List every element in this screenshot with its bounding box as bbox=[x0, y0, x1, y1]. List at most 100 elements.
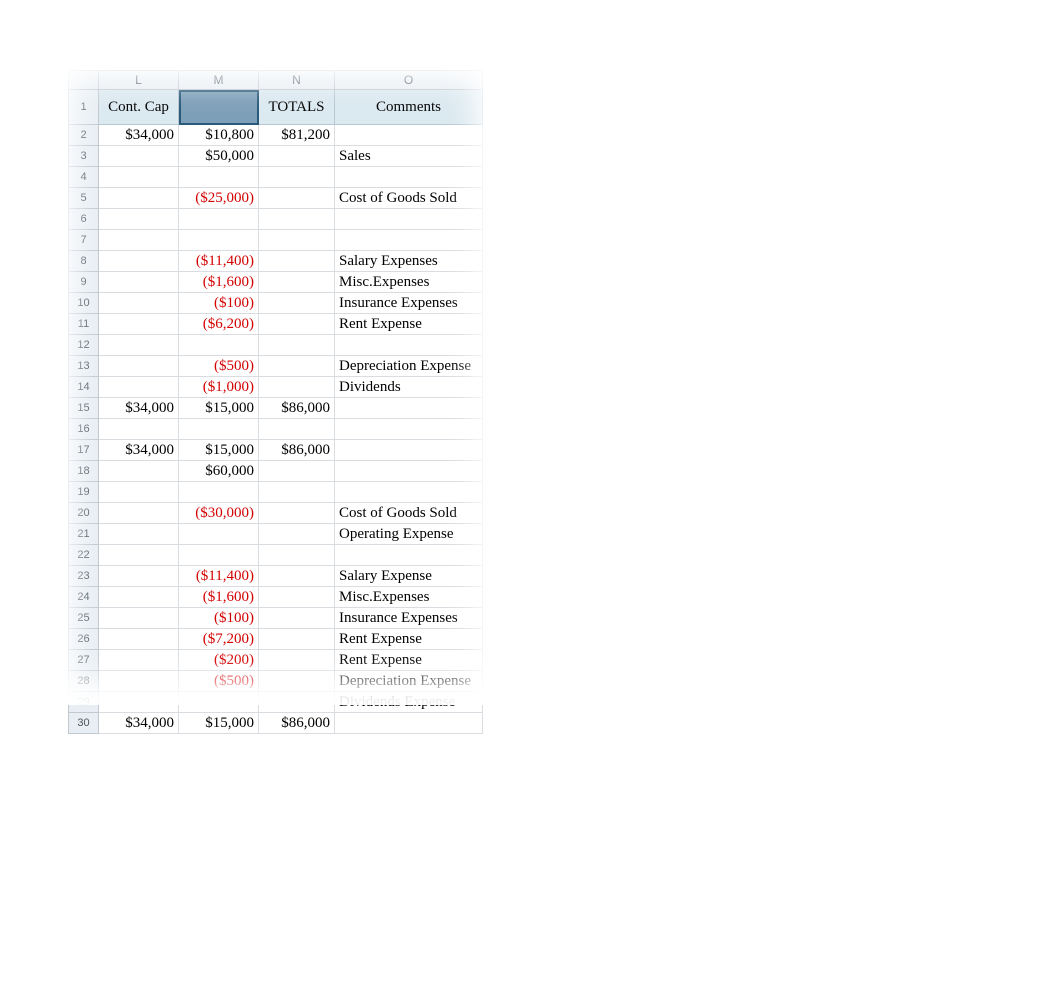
row-number[interactable]: 20 bbox=[69, 503, 99, 524]
cell-total[interactable] bbox=[259, 650, 335, 671]
cell-total[interactable]: $86,000 bbox=[259, 398, 335, 419]
cell-cont-cap[interactable] bbox=[99, 188, 179, 209]
table-row[interactable]: 25($100)Insurance Expenses bbox=[69, 608, 483, 629]
cell-comment[interactable]: Operating Expense bbox=[335, 524, 483, 545]
table-row[interactable]: 15$34,000$15,000$86,000 bbox=[69, 398, 483, 419]
row-number[interactable]: 4 bbox=[69, 167, 99, 188]
cell-cont-cap[interactable] bbox=[99, 293, 179, 314]
cell-total[interactable] bbox=[259, 461, 335, 482]
cell-comment[interactable]: Salary Expense bbox=[335, 566, 483, 587]
cell-amount[interactable]: ($7,200) bbox=[179, 629, 259, 650]
cell-comment[interactable]: Cost of Goods Sold bbox=[335, 188, 483, 209]
table-row[interactable]: 23($11,400)Salary Expense bbox=[69, 566, 483, 587]
cell-comment[interactable] bbox=[335, 440, 483, 461]
cell-total[interactable] bbox=[259, 167, 335, 188]
cell-cont-cap[interactable] bbox=[99, 209, 179, 230]
row-number[interactable]: 27 bbox=[69, 650, 99, 671]
row-number[interactable]: 28 bbox=[69, 671, 99, 692]
col-header-L[interactable]: L bbox=[99, 71, 179, 90]
cell-cont-cap[interactable] bbox=[99, 587, 179, 608]
cell-comment[interactable] bbox=[335, 482, 483, 503]
table-row[interactable]: 2$34,000$10,800$81,200 bbox=[69, 125, 483, 146]
row-number[interactable]: 6 bbox=[69, 209, 99, 230]
cell-cont-cap[interactable]: $34,000 bbox=[99, 440, 179, 461]
cell-amount[interactable]: $10,800 bbox=[179, 125, 259, 146]
table-row[interactable]: 24($1,600)Misc.Expenses bbox=[69, 587, 483, 608]
cell-cont-cap[interactable] bbox=[99, 419, 179, 440]
cell-comment[interactable] bbox=[335, 230, 483, 251]
cell-amount[interactable]: ($1,000) bbox=[179, 377, 259, 398]
cell-comment[interactable]: Salary Expenses bbox=[335, 251, 483, 272]
cell-amount[interactable] bbox=[179, 335, 259, 356]
table-row[interactable]: 20($30,000)Cost of Goods Sold bbox=[69, 503, 483, 524]
cell-cont-cap[interactable] bbox=[99, 377, 179, 398]
cell-amount[interactable]: ($1,600) bbox=[179, 272, 259, 293]
cell-comment[interactable] bbox=[335, 713, 483, 734]
cell-comment[interactable]: Sales bbox=[335, 146, 483, 167]
row-number[interactable]: 15 bbox=[69, 398, 99, 419]
row-number[interactable]: 22 bbox=[69, 545, 99, 566]
cell-cont-cap[interactable]: $34,000 bbox=[99, 398, 179, 419]
header-mid-selected[interactable] bbox=[179, 90, 259, 125]
row-number[interactable]: 9 bbox=[69, 272, 99, 293]
cell-amount[interactable]: $15,000 bbox=[179, 440, 259, 461]
cell-cont-cap[interactable] bbox=[99, 692, 179, 713]
col-header-M[interactable]: M bbox=[179, 71, 259, 90]
row-number[interactable]: 17 bbox=[69, 440, 99, 461]
cell-cont-cap[interactable] bbox=[99, 629, 179, 650]
row-number[interactable]: 5 bbox=[69, 188, 99, 209]
row-number[interactable]: 12 bbox=[69, 335, 99, 356]
cell-comment[interactable]: Rent Expense bbox=[335, 650, 483, 671]
row-number[interactable]: 1 bbox=[69, 90, 99, 125]
cell-amount[interactable]: ($100) bbox=[179, 293, 259, 314]
table-row[interactable]: 14($1,000)Dividends bbox=[69, 377, 483, 398]
cell-amount[interactable] bbox=[179, 482, 259, 503]
row-number[interactable]: 21 bbox=[69, 524, 99, 545]
cell-amount[interactable]: $15,000 bbox=[179, 398, 259, 419]
cell-total[interactable] bbox=[259, 524, 335, 545]
cell-total[interactable] bbox=[259, 629, 335, 650]
cell-cont-cap[interactable] bbox=[99, 314, 179, 335]
cell-amount[interactable] bbox=[179, 524, 259, 545]
cell-cont-cap[interactable]: $34,000 bbox=[99, 713, 179, 734]
cell-comment[interactable] bbox=[335, 209, 483, 230]
cell-comment[interactable]: Misc.Expenses bbox=[335, 272, 483, 293]
cell-comment[interactable]: Depreciation Expense bbox=[335, 671, 483, 692]
select-all-corner[interactable] bbox=[69, 71, 99, 90]
cell-total[interactable] bbox=[259, 356, 335, 377]
table-row[interactable]: 22 bbox=[69, 545, 483, 566]
cell-total[interactable] bbox=[259, 272, 335, 293]
row-number[interactable]: 7 bbox=[69, 230, 99, 251]
row-number[interactable]: 25 bbox=[69, 608, 99, 629]
table-row[interactable]: 28 ($500) Depreciation Expense bbox=[69, 671, 483, 692]
cell-cont-cap[interactable] bbox=[99, 482, 179, 503]
row-number[interactable]: 14 bbox=[69, 377, 99, 398]
row-number[interactable]: 16 bbox=[69, 419, 99, 440]
cell-total[interactable] bbox=[259, 671, 335, 692]
header-comments[interactable]: Comments bbox=[335, 90, 483, 125]
column-letter-row[interactable]: L M N O bbox=[69, 71, 483, 90]
table-row[interactable]: 26($7,200)Rent Expense bbox=[69, 629, 483, 650]
cell-amount[interactable] bbox=[179, 167, 259, 188]
cell-amount[interactable]: ($500) bbox=[179, 356, 259, 377]
cell-amount[interactable]: $50,000 bbox=[179, 146, 259, 167]
cell-cont-cap[interactable] bbox=[99, 356, 179, 377]
cell-comment[interactable]: Depreciation Expense bbox=[335, 356, 483, 377]
table-row[interactable]: 6 bbox=[69, 209, 483, 230]
cell-total[interactable]: $81,200 bbox=[259, 125, 335, 146]
cell-cont-cap[interactable] bbox=[99, 230, 179, 251]
cell-amount[interactable]: ($500) bbox=[179, 671, 259, 692]
cell-amount[interactable] bbox=[179, 545, 259, 566]
cell-amount[interactable]: ($25,000) bbox=[179, 188, 259, 209]
table-header-row[interactable]: 1 Cont. Cap TOTALS Comments bbox=[69, 90, 483, 125]
cell-cont-cap[interactable] bbox=[99, 461, 179, 482]
cell-amount[interactable] bbox=[179, 230, 259, 251]
row-number[interactable]: 2 bbox=[69, 125, 99, 146]
cell-amount[interactable]: ($30,000) bbox=[179, 503, 259, 524]
table-row[interactable]: 7 bbox=[69, 230, 483, 251]
cell-total[interactable] bbox=[259, 608, 335, 629]
cell-comment[interactable] bbox=[335, 167, 483, 188]
cell-total[interactable] bbox=[259, 419, 335, 440]
cell-cont-cap[interactable] bbox=[99, 524, 179, 545]
table-row[interactable]: 5 ($25,000) Cost of Goods Sold bbox=[69, 188, 483, 209]
